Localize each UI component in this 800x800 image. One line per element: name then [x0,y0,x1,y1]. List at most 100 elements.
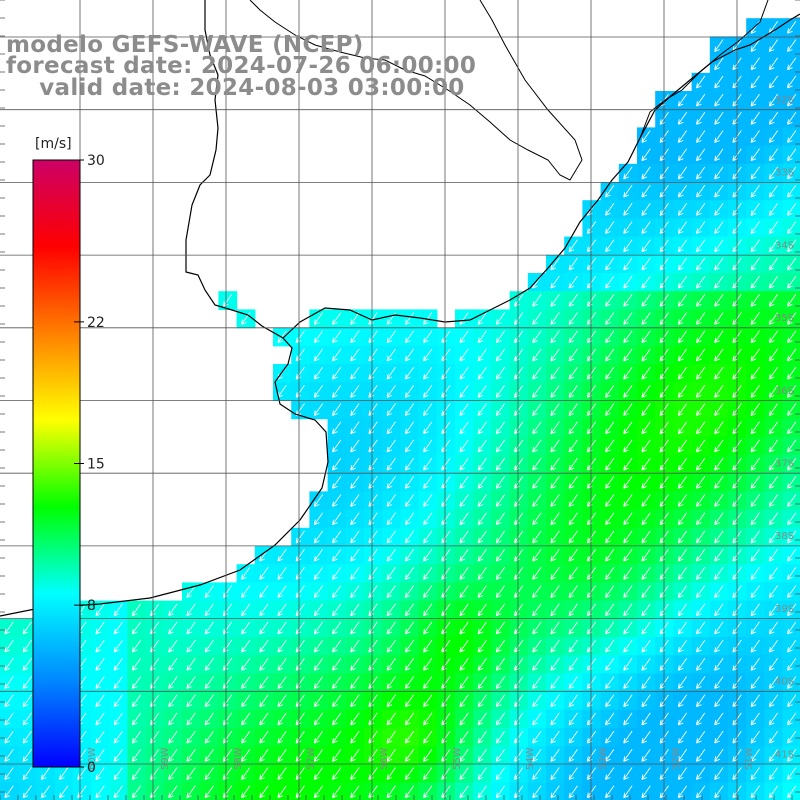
wind-arrow [714,676,724,689]
wind-arrow [386,767,396,780]
wind-arrow [423,476,433,489]
title-valid-date: valid date: 2024-08-03 03:00:00 [6,75,465,101]
wind-arrow [605,294,615,307]
wind-arrow [714,57,724,71]
wind-arrow [495,312,506,325]
wind-arrow [750,93,760,107]
wind-arrow [605,494,615,507]
wind-arrow [568,749,578,762]
wind-arrow [641,294,651,307]
wind-arrow [459,385,469,398]
wind-arrow [787,621,797,635]
wind-arrow [768,39,779,52]
wind-arrow [641,257,651,271]
wind-arrow [441,767,451,780]
wind-arrow [186,785,196,799]
wind-arrow [441,621,451,635]
wind-arrow [277,712,287,726]
wind-arrow [350,712,360,726]
wind-arrow [350,512,360,526]
wind-arrow [495,403,506,416]
wind-arrow [404,621,415,635]
wind-arrow [495,348,506,362]
wind-arrow [477,730,487,744]
wind-arrow [532,530,542,544]
wind-arrow [514,494,524,507]
wind-arrow [423,712,433,726]
wind-arrow [550,421,560,435]
wind-arrow [768,294,779,307]
wind-arrow [495,366,506,380]
wind-arrow [768,676,779,689]
wind-arrow [532,785,542,799]
wind-arrow [423,785,433,799]
wind-arrow [787,148,797,162]
wind-arrow [750,184,760,198]
wind-arrow [696,767,706,780]
wind-arrow [95,730,105,744]
wind-arrow [768,348,779,362]
wind-arrow [404,403,415,416]
wind-arrow [586,294,597,307]
wind-arrow [787,476,797,489]
wind-arrow [477,658,487,671]
wind-arrow [586,567,597,580]
wind-arrow [696,749,706,762]
wind-arrow [495,512,506,526]
wind-arrow [514,585,524,598]
wind-arrow [696,184,706,198]
wind-arrow [677,512,688,526]
longitude-label: 60W [87,747,98,770]
wind-arrow [568,239,578,253]
wind-arrow [641,130,651,143]
wind-arrow [277,749,287,762]
wind-arrow [586,785,597,799]
wind-arrow [313,330,324,344]
wind-arrow [95,785,105,799]
wind-arrow [441,512,451,526]
wind-arrow [423,603,433,617]
wind-arrow [350,621,360,635]
wind-arrow [95,694,105,708]
wind-arrow [586,494,597,507]
wind-arrow [568,494,578,507]
wind-arrow [350,658,360,671]
wind-arrow [550,585,560,598]
wind-arrow [277,567,287,580]
wind-arrow [568,767,578,780]
wind-arrow [586,603,597,617]
wind-arrow [459,676,469,689]
wind-arrow [605,712,615,726]
wind-arrow [313,548,324,562]
wind-arrow [696,712,706,726]
wind-arrow [696,439,706,453]
wind-arrow [787,184,797,198]
wind-arrow [4,749,14,762]
wind-arrow [59,767,69,780]
wind-arrow [750,421,760,435]
wind-arrow [768,221,779,234]
wind-arrow [386,476,396,489]
wind-arrow [623,712,633,726]
wind-arrow [750,785,760,799]
longitude-label: 54W [525,747,536,770]
longitude-label: 52W [671,747,682,770]
wind-arrow [641,530,651,544]
wind-direction-arrows [4,21,797,799]
wind-arrow [787,203,797,216]
wind-arrow [750,639,760,653]
wind-arrow [641,476,651,489]
wind-arrow [750,403,760,416]
wind-arrow [605,785,615,799]
wind-arrow [131,621,142,635]
wind-arrow [95,603,105,617]
wind-arrow [350,330,360,344]
wind-arrow [368,749,378,762]
wind-arrow [368,403,378,416]
wind-arrow [514,676,524,689]
wind-arrow [532,512,542,526]
wind-arrow [641,585,651,598]
wind-arrow [641,494,651,507]
wind-arrow [641,385,651,398]
wind-arrow [477,694,487,708]
